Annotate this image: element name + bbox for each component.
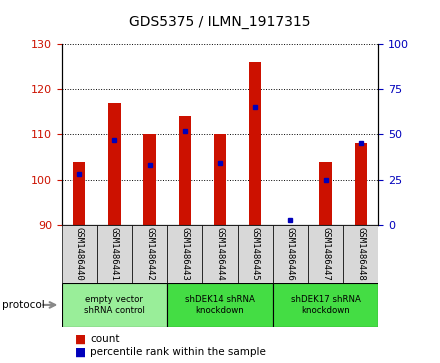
FancyBboxPatch shape xyxy=(167,283,273,327)
Bar xyxy=(143,134,156,225)
FancyBboxPatch shape xyxy=(97,225,132,283)
FancyBboxPatch shape xyxy=(308,225,343,283)
Text: empty vector
shRNA control: empty vector shRNA control xyxy=(84,295,145,315)
Text: GSM1486442: GSM1486442 xyxy=(145,227,154,281)
FancyBboxPatch shape xyxy=(202,225,238,283)
Text: protocol: protocol xyxy=(2,300,45,310)
FancyBboxPatch shape xyxy=(273,225,308,283)
Bar xyxy=(319,162,332,225)
Bar xyxy=(73,162,85,225)
FancyBboxPatch shape xyxy=(238,225,273,283)
Text: GSM1486441: GSM1486441 xyxy=(110,227,119,281)
FancyBboxPatch shape xyxy=(62,225,97,283)
Text: count: count xyxy=(90,334,120,344)
FancyBboxPatch shape xyxy=(62,283,167,327)
Text: GSM1486443: GSM1486443 xyxy=(180,227,189,281)
Text: GSM1486447: GSM1486447 xyxy=(321,227,330,281)
Text: shDEK14 shRNA
knockdown: shDEK14 shRNA knockdown xyxy=(185,295,255,315)
Text: ■: ■ xyxy=(75,333,86,346)
Bar xyxy=(214,134,226,225)
Text: GSM1486440: GSM1486440 xyxy=(75,227,84,281)
FancyBboxPatch shape xyxy=(273,283,378,327)
Text: GSM1486445: GSM1486445 xyxy=(251,227,260,281)
Bar xyxy=(108,102,121,225)
Text: ■: ■ xyxy=(75,346,86,359)
FancyBboxPatch shape xyxy=(132,225,167,283)
FancyBboxPatch shape xyxy=(167,225,202,283)
Text: GDS5375 / ILMN_1917315: GDS5375 / ILMN_1917315 xyxy=(129,15,311,29)
Text: percentile rank within the sample: percentile rank within the sample xyxy=(90,347,266,357)
Bar xyxy=(355,143,367,225)
Text: GSM1486444: GSM1486444 xyxy=(216,227,224,281)
Text: GSM1486446: GSM1486446 xyxy=(286,227,295,281)
Text: GSM1486448: GSM1486448 xyxy=(356,227,365,281)
Bar xyxy=(249,62,261,225)
FancyBboxPatch shape xyxy=(343,225,378,283)
Bar xyxy=(179,116,191,225)
Text: shDEK17 shRNA
knockdown: shDEK17 shRNA knockdown xyxy=(291,295,360,315)
